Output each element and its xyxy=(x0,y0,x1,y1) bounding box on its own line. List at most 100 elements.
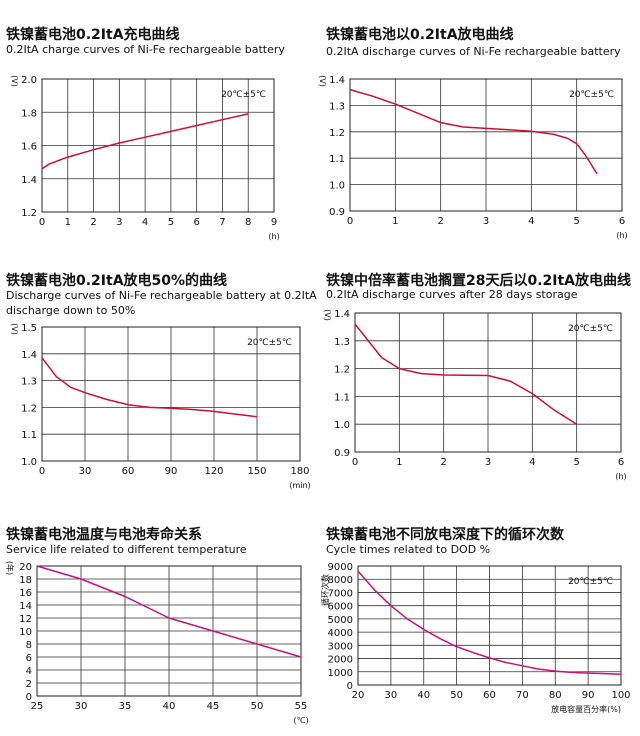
chart-6-ytick: 1000 xyxy=(328,668,353,679)
chart-4-xlabel: (h) xyxy=(615,472,626,481)
chart-6-xlabel: 放电容量百分率(%) xyxy=(551,704,621,714)
chart-1-ytick: 1.6 xyxy=(21,142,37,153)
chart-5-ytick: 4 xyxy=(26,666,32,677)
chart-1-frame xyxy=(41,78,275,213)
chart-6-ytick: 5000 xyxy=(328,615,353,626)
chart-3-ylabel: (V) xyxy=(10,323,19,335)
chart-6-ytick: 2000 xyxy=(328,655,353,666)
chart-1-xtick: 7 xyxy=(219,217,225,228)
chart-2-ytick: 1.2 xyxy=(329,128,345,139)
chart-2-xtick: 3 xyxy=(483,216,489,227)
chart-3-xtick: 150 xyxy=(247,466,266,477)
chart-6-xtick: 80 xyxy=(549,690,562,701)
chart-2-ytick: 1.0 xyxy=(329,181,345,192)
chart-1-ytick: 2.0 xyxy=(21,75,37,86)
chart-6-ytick: 4000 xyxy=(328,628,353,639)
chart-1-xtick: 3 xyxy=(116,217,122,228)
chart-1-title-zh: 铁镍蓄电池0.2ItA充电曲线 xyxy=(6,27,180,43)
chart-4-ytick: 1.4 xyxy=(334,309,350,320)
chart-6-ytick: 7000 xyxy=(328,588,353,599)
chart-6-ytick: 9000 xyxy=(328,562,353,573)
chart-5-ytick: 12 xyxy=(19,614,32,625)
chart-1-xtick: 8 xyxy=(245,217,251,228)
chart-3-ytick: 1.5 xyxy=(21,323,37,334)
chart-2-ytick: 1.1 xyxy=(329,154,345,165)
chart-5-ytick: 6 xyxy=(26,653,32,664)
chart-2-ytick: 0.9 xyxy=(329,207,345,218)
chart-1-xlabel: (h) xyxy=(268,232,279,241)
chart-5-ytick: 14 xyxy=(19,601,32,612)
chart-5-xtick: 50 xyxy=(251,701,264,712)
chart-3-title-en-line2: discharge down to 50% xyxy=(6,304,136,317)
chart-5-ytick: 0 xyxy=(26,692,32,703)
chart-5-title-en: Service life related to different temper… xyxy=(6,543,247,556)
chart-6-series-line xyxy=(357,570,622,675)
chart-6-xtick: 40 xyxy=(417,690,430,701)
chart-5-xtick: 45 xyxy=(207,701,220,712)
chart-4-xtick: 5 xyxy=(573,457,579,468)
chart-1-xtick: 2 xyxy=(90,217,96,228)
chart-4-xtick: 1 xyxy=(396,457,402,468)
chart-2-xtick: 5 xyxy=(573,216,579,227)
chart-3-title-en: Discharge curves of Ni-Fe rechargeable b… xyxy=(6,289,317,302)
chart-3-xlabel: (min) xyxy=(289,481,310,490)
chart-3-condition: 20℃±5℃ xyxy=(247,338,292,348)
chart-1-series-line xyxy=(41,113,249,170)
chart-4-ytick: 1.1 xyxy=(334,392,350,403)
chart-6-ytick: 8000 xyxy=(328,575,353,586)
chart-1-ytick: 1.8 xyxy=(21,108,37,119)
chart-2-series-line xyxy=(349,88,598,175)
chart-3-frame xyxy=(41,326,301,462)
chart-1-ylabel: (V) xyxy=(10,75,19,87)
chart-5-ytick: 10 xyxy=(19,627,32,638)
chart-2-xtick: 4 xyxy=(528,216,534,227)
chart-6-xtick: 70 xyxy=(516,690,529,701)
chart-4-xtick: 3 xyxy=(485,457,491,468)
chart-2-ylabel: (V) xyxy=(318,75,327,87)
chart-4-ytick: 1.2 xyxy=(334,365,350,376)
chart-5-xtick: 40 xyxy=(163,701,176,712)
chart-4-frame xyxy=(354,312,622,453)
chart-6-xtick: 30 xyxy=(385,690,398,701)
chart-6-xtick: 50 xyxy=(450,690,463,701)
chart-6-xtick: 60 xyxy=(483,690,496,701)
chart-4-xtick: 6 xyxy=(618,457,624,468)
chart-6-ytick: 0 xyxy=(347,681,353,692)
chart-3-xtick: 60 xyxy=(122,466,135,477)
chart-4-xtick: 0 xyxy=(352,457,358,468)
chart-5-ytick: 20 xyxy=(19,562,32,573)
chart-5-series-line xyxy=(36,565,302,658)
chart-3-xtick: 0 xyxy=(39,466,45,477)
chart-4-ytick: 1.0 xyxy=(334,420,350,431)
chart-3-xtick: 30 xyxy=(79,466,92,477)
chart-6-ylabel: 循环次数 xyxy=(320,574,330,606)
chart-3-title-zh: 铁镍蓄电池0.2ItA放电50%的曲线 xyxy=(6,273,228,289)
chart-6-condition: 20℃±5℃ xyxy=(568,577,613,587)
chart-5-xtick: 55 xyxy=(295,701,308,712)
chart-5-ytick: 8 xyxy=(26,640,32,651)
chart-6-frame xyxy=(357,565,622,686)
chart-1-xtick: 9 xyxy=(271,217,277,228)
chart-2-xtick: 1 xyxy=(392,216,398,227)
chart-1-ytick: 1.4 xyxy=(21,175,37,186)
chart-1-xtick: 6 xyxy=(193,217,199,228)
chart-4-ylabel: (V) xyxy=(323,309,332,321)
chart-4-xtick: 2 xyxy=(440,457,446,468)
chart-2-ytick: 1.4 xyxy=(329,75,345,86)
chart-3-xtick: 90 xyxy=(165,466,178,477)
chart-3-xtick: 120 xyxy=(204,466,223,477)
chart-1-title-en: 0.2ItA charge curves of Ni-Fe rechargeab… xyxy=(6,43,285,56)
chart-6-xtick: 20 xyxy=(352,690,365,701)
chart-3-series-line xyxy=(41,357,258,418)
chart-6-title-en: Cycle times related to DOD % xyxy=(326,543,491,556)
chart-2-xtick: 0 xyxy=(347,216,353,227)
chart-4-condition: 20℃±5℃ xyxy=(568,324,613,334)
chart-1-condition: 20℃±5℃ xyxy=(221,90,266,100)
chart-5-xtick: 25 xyxy=(31,701,44,712)
chart-4-title-zh: 铁镍中倍率蓄电池搁置28天后以0.2ItA放电曲线 xyxy=(326,273,632,289)
chart-4-title-en: 0.2ItA discharge curves after 28 days st… xyxy=(326,288,578,301)
chart-1-ytick: 1.2 xyxy=(21,208,37,219)
